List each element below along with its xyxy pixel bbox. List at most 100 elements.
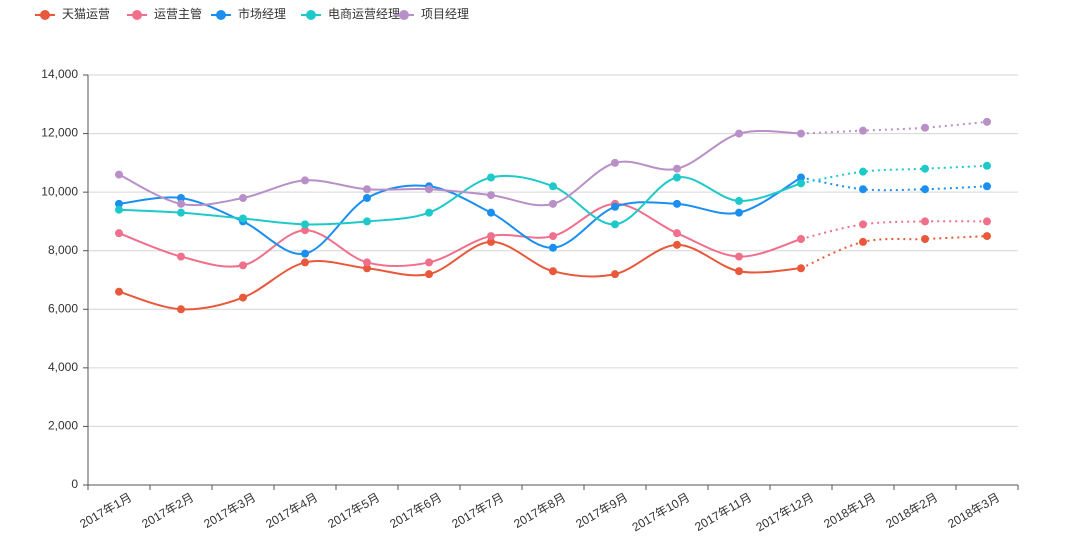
data-point <box>797 173 805 182</box>
data-point <box>177 305 185 314</box>
series-line <box>800 220 988 240</box>
x-tick-label: 2018年3月 <box>945 490 1002 531</box>
data-point <box>549 232 557 241</box>
series-line <box>800 164 988 185</box>
data-point <box>301 226 309 235</box>
data-point <box>425 258 433 267</box>
y-tick-label: 2,000 <box>48 419 78 433</box>
x-tick-label: 2017年8月 <box>511 490 568 531</box>
data-point <box>301 258 309 267</box>
y-tick-label: 0 <box>71 477 78 491</box>
data-point <box>549 199 557 208</box>
data-point <box>115 170 123 179</box>
y-tick-label: 10,000 <box>41 184 78 198</box>
legend-marker <box>306 10 316 20</box>
legend-label: 运营主管 <box>154 6 202 21</box>
x-tick-label: 2017年9月 <box>573 490 630 531</box>
x-tick-label: 2017年6月 <box>387 490 444 531</box>
data-point <box>425 185 433 194</box>
legend-label: 天猫运营 <box>62 7 110 21</box>
data-point <box>983 117 991 126</box>
data-point <box>363 217 371 226</box>
series-line <box>118 129 802 207</box>
data-point <box>983 232 991 241</box>
data-point <box>797 264 805 273</box>
data-point <box>921 164 929 173</box>
data-point <box>363 194 371 202</box>
data-point <box>115 287 123 296</box>
data-point <box>735 252 743 261</box>
data-point <box>239 214 247 223</box>
data-point <box>673 173 681 182</box>
legend-marker <box>216 10 226 20</box>
data-point <box>363 185 371 194</box>
data-point <box>673 229 681 238</box>
data-point <box>921 185 929 194</box>
data-point <box>859 185 867 194</box>
data-point <box>797 129 805 138</box>
x-tick-label: 2017年3月 <box>201 490 258 531</box>
data-point <box>735 267 743 276</box>
data-point <box>797 179 805 188</box>
data-point <box>859 220 867 229</box>
data-point <box>115 199 123 208</box>
x-tick-label: 2017年10月 <box>630 490 692 534</box>
x-tick-label: 2017年1月 <box>77 490 134 531</box>
x-tick-label: 2017年11月 <box>692 490 754 534</box>
y-tick-label: 14,000 <box>41 67 78 81</box>
series-line <box>118 202 802 268</box>
legend-label: 市场经理 <box>238 6 286 21</box>
data-point <box>177 194 185 202</box>
data-point <box>239 261 247 270</box>
data-point <box>301 176 309 185</box>
data-point <box>921 217 929 226</box>
data-point <box>115 205 123 214</box>
series-line <box>800 176 988 192</box>
data-point <box>797 235 805 243</box>
legend-label: 项目经理 <box>421 7 469 21</box>
legend-marker <box>132 10 142 20</box>
x-tick-label: 2018年2月 <box>883 490 940 531</box>
data-point <box>487 191 495 200</box>
y-tick-label: 8,000 <box>48 243 78 257</box>
series-line <box>118 240 802 311</box>
data-point <box>487 208 495 217</box>
data-point <box>611 158 619 167</box>
data-point <box>921 235 929 243</box>
data-point <box>983 217 991 226</box>
series-line <box>800 120 988 135</box>
data-point <box>921 123 929 132</box>
data-point <box>735 208 743 217</box>
data-point <box>239 293 247 302</box>
series-line <box>800 235 988 270</box>
data-point <box>363 264 371 273</box>
data-point <box>549 267 557 276</box>
data-point <box>673 164 681 173</box>
legend-label: 电商运营经理 <box>328 6 400 21</box>
data-point <box>673 199 681 208</box>
y-tick-label: 6,000 <box>48 301 78 315</box>
data-point <box>549 182 557 191</box>
series-line <box>118 174 802 226</box>
data-point <box>859 126 867 135</box>
data-point <box>983 182 991 191</box>
data-point <box>735 196 743 205</box>
data-point <box>425 208 433 217</box>
data-point <box>859 237 867 246</box>
x-tick-label: 2018年1月 <box>821 490 878 531</box>
data-point <box>177 208 185 217</box>
x-tick-label: 2017年7月 <box>449 490 506 531</box>
legend-marker <box>399 10 409 20</box>
x-tick-label: 2017年5月 <box>325 490 382 531</box>
data-point <box>177 252 185 261</box>
data-point <box>611 270 619 279</box>
data-point <box>673 240 681 249</box>
data-point <box>983 161 991 170</box>
data-point <box>239 194 247 202</box>
y-tick-label: 12,000 <box>41 126 78 140</box>
x-tick-label: 2017年12月 <box>754 490 816 534</box>
data-point <box>549 243 557 252</box>
data-point <box>859 167 867 176</box>
data-point <box>611 220 619 229</box>
